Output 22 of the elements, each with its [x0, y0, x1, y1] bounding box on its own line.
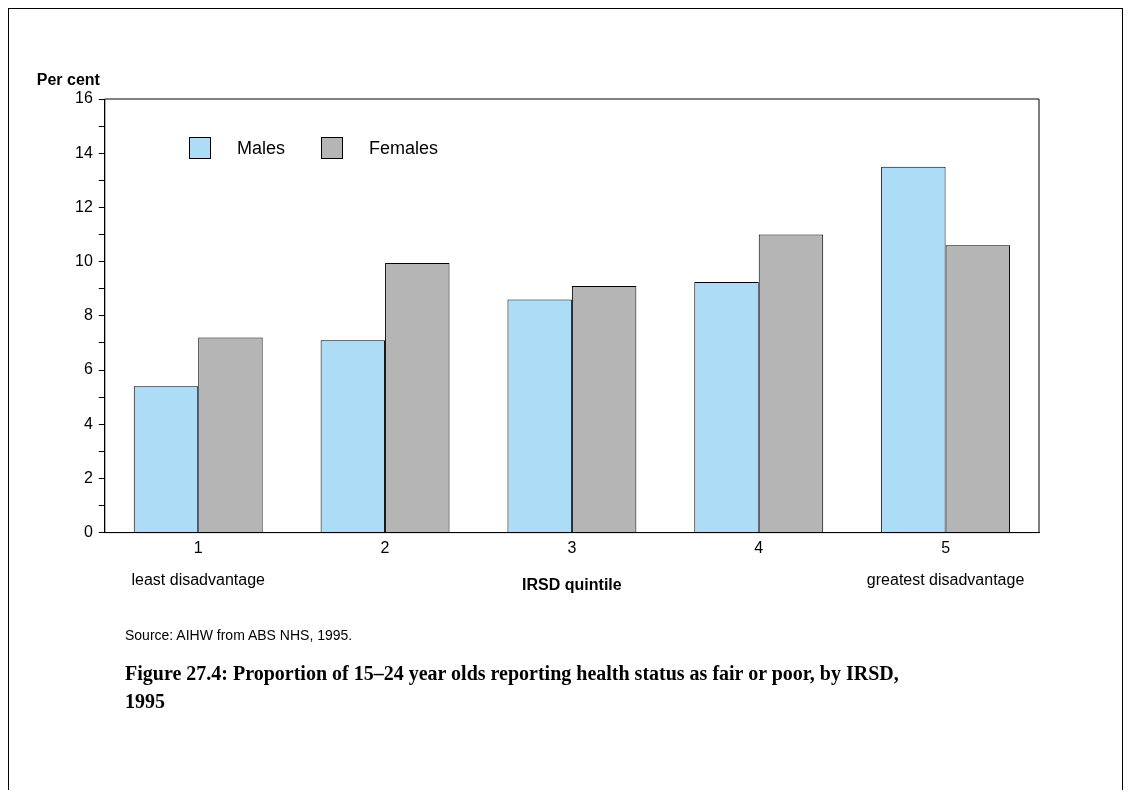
x-tick-label: 3	[567, 538, 577, 556]
x-axis-title: IRSD quintile	[522, 575, 622, 593]
x-tick-label: 5	[941, 538, 951, 556]
y-tick-label: 0	[83, 523, 93, 541]
y-tick-label: 8	[83, 306, 93, 324]
y-axis-title: Per cent	[36, 71, 101, 89]
y-tick-label: 16	[75, 89, 93, 107]
legend-label: Females	[369, 137, 439, 159]
text: least disadvantage	[131, 571, 266, 589]
text: Figure 27.4: Proportion of 15–24 year olds reporting health status as fair or poor, by IRSD, 1995	[125, 661, 900, 714]
text: greatest disadvantage	[866, 571, 1025, 589]
y-tick-label: 4	[83, 414, 93, 432]
x-tick-label: 1	[193, 538, 203, 556]
legend-label: Males	[237, 137, 286, 159]
y-tick-label: 2	[83, 468, 93, 486]
y-tick-label: 6	[83, 360, 93, 378]
x-tick-label: 4	[754, 538, 764, 556]
y-tick-label: 10	[75, 252, 93, 270]
source-note: Source: AIHW from ABS NHS, 1995.	[125, 627, 353, 643]
y-tick-label: 12	[75, 197, 93, 215]
y-tick-label: 14	[75, 143, 93, 161]
x-tick-label: 2	[380, 538, 390, 556]
